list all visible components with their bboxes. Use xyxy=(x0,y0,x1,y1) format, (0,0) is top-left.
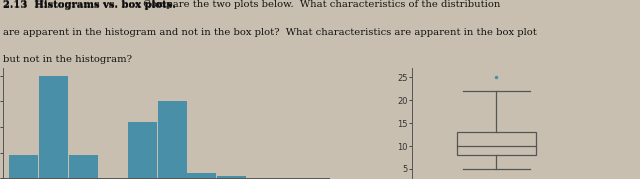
Text: 2.13  Histograms vs. box plots.  Compare the two plots below.  What characterist: 2.13 Histograms vs. box plots. Compare t… xyxy=(3,1,523,10)
Bar xyxy=(128,122,157,178)
Bar xyxy=(457,132,536,155)
Text: but not in the histogram?: but not in the histogram? xyxy=(3,55,132,64)
Bar xyxy=(157,101,187,178)
Text: 2.13  Histograms vs. box plots.: 2.13 Histograms vs. box plots. xyxy=(3,1,176,10)
Bar xyxy=(68,155,98,178)
Bar xyxy=(10,155,38,178)
Text: 2.13  Histograms vs. box plots.: 2.13 Histograms vs. box plots. xyxy=(3,0,176,9)
Bar xyxy=(39,76,68,178)
Bar xyxy=(188,173,216,178)
Text: are apparent in the histogram and not in the box plot?  What characteristics are: are apparent in the histogram and not in… xyxy=(3,28,537,37)
Text: Compare the two plots below.  What characteristics of the distribution: Compare the two plots below. What charac… xyxy=(137,0,500,9)
Bar xyxy=(217,176,246,178)
